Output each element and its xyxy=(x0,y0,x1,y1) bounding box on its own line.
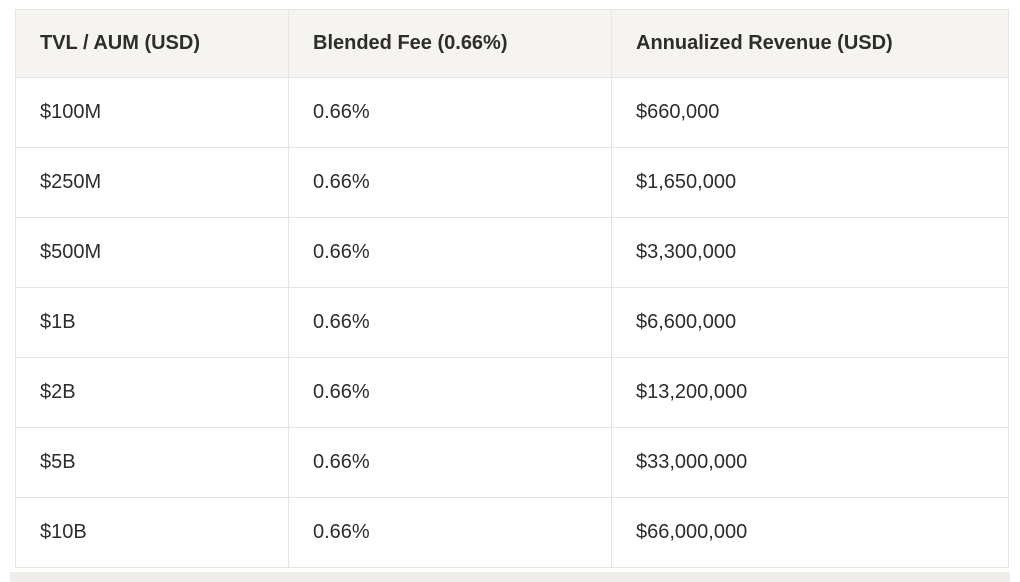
revenue-cell: $33,000,000 xyxy=(611,427,1009,498)
table-row: $500M 0.66% $3,300,000 xyxy=(15,217,1009,288)
revenue-cell: $6,600,000 xyxy=(611,287,1009,358)
tvl-cell: $5B xyxy=(15,427,289,498)
revenue-cell: $13,200,000 xyxy=(611,357,1009,428)
tvl-cell: $2B xyxy=(15,357,289,428)
column-header-blended-fee: Blended Fee (0.66%) xyxy=(288,9,612,78)
tvl-cell: $250M xyxy=(15,147,289,218)
revenue-cell: $66,000,000 xyxy=(611,497,1009,568)
table-header: TVL / AUM (USD) Blended Fee (0.66%) Annu… xyxy=(15,9,1009,78)
table-row: $250M 0.66% $1,650,000 xyxy=(15,147,1009,218)
revenue-cell: $660,000 xyxy=(611,77,1009,148)
fee-cell: 0.66% xyxy=(288,427,612,498)
table-row: $100M 0.66% $660,000 xyxy=(15,77,1009,148)
revenue-projection-table: TVL / AUM (USD) Blended Fee (0.66%) Annu… xyxy=(15,9,1009,568)
column-header-annualized-revenue: Annualized Revenue (USD) xyxy=(611,9,1009,78)
fee-cell: 0.66% xyxy=(288,357,612,428)
table-row: $2B 0.66% $13,200,000 xyxy=(15,357,1009,428)
fee-cell: 0.66% xyxy=(288,147,612,218)
column-header-tvl-aum: TVL / AUM (USD) xyxy=(15,9,289,78)
table-row: $10B 0.66% $66,000,000 xyxy=(15,497,1009,568)
fee-cell: 0.66% xyxy=(288,497,612,568)
below-table-divider xyxy=(10,572,1010,582)
fee-cell: 0.66% xyxy=(288,217,612,288)
header-row: TVL / AUM (USD) Blended Fee (0.66%) Annu… xyxy=(15,9,1009,78)
table-row: $5B 0.66% $33,000,000 xyxy=(15,427,1009,498)
fee-cell: 0.66% xyxy=(288,287,612,358)
tvl-cell: $10B xyxy=(15,497,289,568)
table-row: $1B 0.66% $6,600,000 xyxy=(15,287,1009,358)
tvl-cell: $1B xyxy=(15,287,289,358)
revenue-cell: $3,300,000 xyxy=(611,217,1009,288)
table-body: $100M 0.66% $660,000 $250M 0.66% $1,650,000 $5… xyxy=(15,77,1009,568)
revenue-cell: $1,650,000 xyxy=(611,147,1009,218)
tvl-cell: $100M xyxy=(15,77,289,148)
fee-cell: 0.66% xyxy=(288,77,612,148)
tvl-cell: $500M xyxy=(15,217,289,288)
